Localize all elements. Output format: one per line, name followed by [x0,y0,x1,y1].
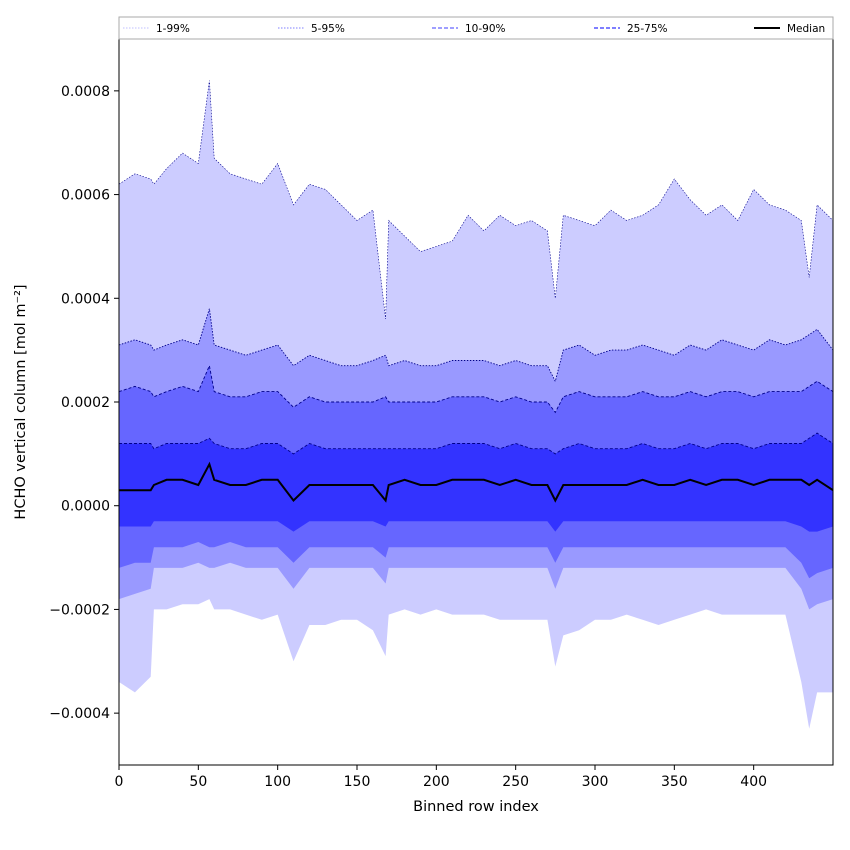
x-tick-label: 100 [264,774,291,790]
legend-label: Median [787,23,825,35]
x-tick-label: 400 [740,774,767,790]
x-tick-label: 150 [344,774,371,790]
x-tick-label: 350 [661,774,688,790]
legend-label: 10-90% [465,23,506,35]
band-upper-line-25-75 [119,432,833,455]
x-tick-label: 50 [189,774,207,790]
y-tick-label: 0.0006 [61,188,110,204]
x-axis: 0 50 100 150 200 250 300 350 400 [115,765,767,790]
x-axis-label: Binned row index [413,799,539,815]
y-tick-label: −0.0002 [49,602,110,618]
legend-label: 1-99% [156,23,190,35]
median-line [119,461,833,503]
percentile-bands [119,80,833,729]
y-tick-label: 0.0008 [61,84,110,100]
x-tick-label: 0 [115,774,124,790]
y-tick-label: 0.0000 [61,499,110,515]
x-tick-label: 250 [502,774,529,790]
legend: 1-99% 5-95% 10-90% 25-75% Median [118,16,834,40]
band-upper-line-5-95 [119,308,833,383]
legend-label: 25-75% [627,23,668,35]
band-upper-line-10-90 [119,364,833,414]
y-axis: −0.0004 −0.0002 0.0000 0.0002 0.0004 0.0006 0.… [49,84,119,722]
band-25-75 [119,433,833,532]
legend-label: 5-95% [311,23,345,35]
band-upper-line-1-99 [119,80,833,320]
y-tick-label: 0.0004 [61,291,110,307]
y-axis-label: HCHO vertical column [mol m⁻²] [13,284,29,519]
x-tick-label: 300 [582,774,609,790]
y-tick-label: 0.0002 [61,395,110,411]
x-tick-label: 200 [423,774,450,790]
legend-frame [118,16,834,40]
y-tick-label: −0.0004 [49,706,110,722]
